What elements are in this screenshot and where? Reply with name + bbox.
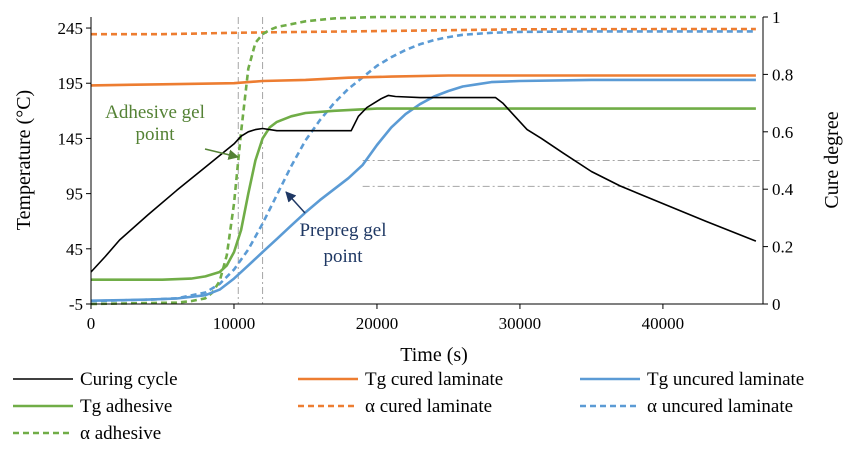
x-tick-label: 30000 (499, 314, 542, 333)
series-line-curing-cycle (90, 94, 757, 273)
y-tick-label: 45 (66, 240, 83, 259)
y-tick-label: -5 (69, 295, 83, 314)
legend-label: α adhesive (80, 423, 161, 444)
series-line--uncured-laminate (90, 30, 756, 303)
x-tick-label: 0 (87, 314, 96, 333)
annotation-label: Adhesive gel (105, 102, 205, 123)
series-lines (90, 15, 757, 306)
legend-label: α uncured laminate (647, 396, 793, 417)
legend-label: Tg adhesive (80, 396, 172, 417)
series-line--cured-laminate (91, 27, 756, 36)
reference-lines (237, 17, 763, 304)
annotation-label: Prepreg gel (299, 220, 386, 241)
y-tick-label: 245 (58, 19, 84, 38)
y-axis-label: Temperature (°C) (13, 90, 35, 230)
legend-label: α cured laminate (365, 396, 492, 417)
series-line-tg-uncured-laminate (90, 78, 756, 302)
y-tick-label: 195 (58, 74, 84, 93)
legend: Curing cycle Tg cured laminate Tg uncured … (13, 369, 804, 444)
y2-tick-label: 0.2 (772, 238, 793, 257)
x-tick-label: 10000 (213, 314, 256, 333)
y-tick-label: 95 (66, 185, 83, 204)
annotation-arrow (285, 191, 306, 214)
series-line-tg-adhesive (91, 107, 756, 281)
x-tick-label: 40000 (642, 314, 685, 333)
axes: 0 10000 20000 30000 40000 -5 45 95 145 195 245 0 0.2… (58, 8, 794, 333)
series-line--adhesive (90, 15, 756, 306)
x-axis-label: Time (s) (400, 344, 468, 366)
legend-label: Tg cured laminate (365, 369, 503, 390)
annotation-label: point (135, 124, 175, 145)
y2-tick-label: 0.4 (772, 180, 794, 199)
y2-axis-label: Cure degree (821, 111, 843, 208)
annotation-arrow (204, 148, 240, 160)
x-tick-label: 20000 (356, 314, 399, 333)
series-line-tg-cured-laminate (90, 74, 756, 87)
y2-tick-label: 0 (772, 295, 781, 314)
y2-tick-label: 0.6 (772, 123, 793, 142)
y-tick-label: 145 (58, 129, 84, 148)
y2-tick-label: 0.8 (772, 65, 793, 84)
legend-label: Curing cycle (80, 369, 178, 390)
annotation-label: point (323, 246, 363, 267)
y2-tick-label: 1 (772, 8, 781, 27)
legend-label: Tg uncured laminate (647, 369, 804, 390)
